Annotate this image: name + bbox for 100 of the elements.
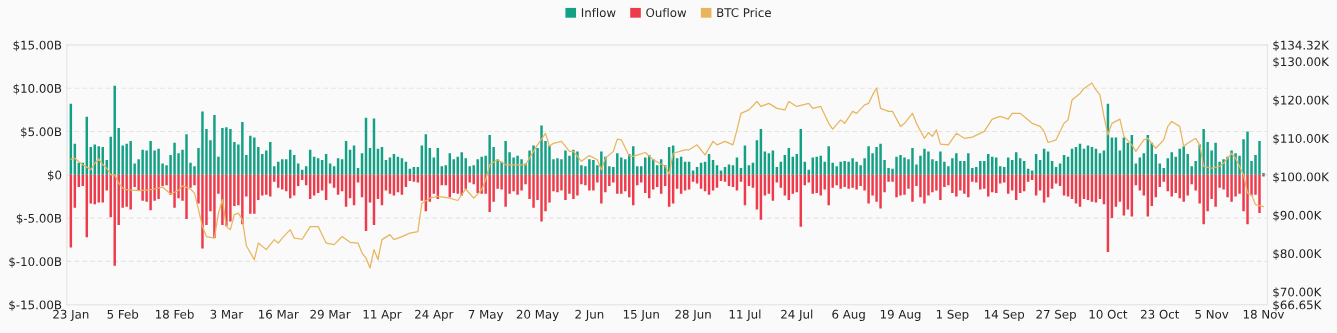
bar xyxy=(185,134,188,175)
bar xyxy=(512,174,515,192)
bar xyxy=(1030,170,1034,175)
bar xyxy=(967,174,970,198)
bar xyxy=(556,174,559,193)
x-tick-label: 11 Jul xyxy=(729,309,761,321)
x-tick-label: 29 Mar xyxy=(310,309,351,319)
y2-tick-label: $66.65K xyxy=(1273,300,1322,311)
y2-tick-label: $134.32K xyxy=(1273,40,1330,52)
x-tick-label: 10 Oct xyxy=(1089,309,1128,319)
bar xyxy=(963,174,966,194)
bar xyxy=(157,174,160,200)
x-tick-label: 2 Jun xyxy=(575,309,604,321)
bar xyxy=(548,145,551,175)
bar xyxy=(149,141,152,175)
bar xyxy=(480,156,483,175)
y-tick-label: $-15.00B xyxy=(9,300,62,311)
bar xyxy=(875,147,878,175)
bar xyxy=(125,174,128,207)
bar xyxy=(532,145,535,175)
bar xyxy=(911,174,914,202)
bar xyxy=(967,153,970,175)
bar xyxy=(476,159,479,175)
x-tick-label: 24 Apr xyxy=(415,309,454,321)
x-tick-label: 5 Nov xyxy=(1195,309,1229,319)
bar xyxy=(899,154,902,175)
legend-label: Ouflow xyxy=(646,7,687,18)
y-tick-label: $-5.00B xyxy=(16,213,62,225)
bar xyxy=(556,158,559,175)
x-tick-label: 11 Apr xyxy=(363,309,402,321)
bar xyxy=(532,174,535,208)
y-tick-label: $0 xyxy=(47,170,62,182)
bar xyxy=(819,174,822,196)
bar xyxy=(540,174,543,222)
bar xyxy=(1214,142,1217,175)
bar xyxy=(129,174,132,210)
bar xyxy=(616,174,619,194)
bar xyxy=(939,151,942,175)
bar xyxy=(1230,150,1233,175)
bar xyxy=(253,137,256,175)
x-tick-label: 3 Mar xyxy=(210,309,244,319)
bar xyxy=(979,160,982,175)
bar xyxy=(225,174,228,226)
bar xyxy=(113,85,116,175)
y2-tick-label: $120.00K xyxy=(1273,95,1330,107)
bar xyxy=(859,174,862,187)
bar xyxy=(520,159,523,175)
y-tick-label: $5.00B xyxy=(21,127,62,138)
legend-label: Inflow xyxy=(581,7,616,18)
bar xyxy=(827,146,830,175)
bar xyxy=(895,156,898,175)
x-tick-label: 19 Aug xyxy=(880,309,921,321)
bar xyxy=(249,135,252,175)
y2-tick-label: $110.00K xyxy=(1273,133,1330,145)
bar xyxy=(851,158,854,175)
bar xyxy=(843,174,846,187)
bar xyxy=(125,143,128,175)
bar xyxy=(253,174,256,214)
bar xyxy=(903,157,906,175)
y2-tick-label: $130.00K xyxy=(1273,57,1330,68)
bar xyxy=(931,174,934,193)
bar xyxy=(173,142,176,175)
bar xyxy=(241,122,244,175)
bar xyxy=(1178,148,1181,175)
bar xyxy=(1182,146,1185,175)
bar xyxy=(1178,174,1181,199)
bar xyxy=(588,159,591,175)
bar xyxy=(879,143,882,175)
bar xyxy=(1214,174,1217,207)
bar xyxy=(851,174,854,188)
bar xyxy=(1246,131,1249,175)
bar xyxy=(847,161,850,175)
bar xyxy=(835,174,838,186)
x-tick-label: 18 Feb xyxy=(156,309,194,319)
bar xyxy=(225,127,228,175)
x-tick-label: 23 Jan xyxy=(53,309,89,321)
bar xyxy=(1246,174,1249,225)
y-tick-label: $15.00B xyxy=(13,40,62,52)
x-tick-label: 24 Jul xyxy=(781,309,813,321)
bar xyxy=(1230,174,1233,202)
bar xyxy=(979,174,982,190)
x-tick-label: 6 Aug xyxy=(832,309,865,321)
bar xyxy=(839,161,842,175)
bar xyxy=(488,174,491,213)
bar xyxy=(1202,174,1205,225)
bar xyxy=(113,174,116,266)
bar xyxy=(141,149,144,175)
bar xyxy=(600,174,603,204)
bar xyxy=(1174,174,1177,194)
bar xyxy=(955,153,958,175)
bar xyxy=(592,174,595,191)
bar xyxy=(839,174,842,189)
bar xyxy=(540,125,543,175)
bar xyxy=(504,174,507,207)
bar xyxy=(592,160,595,175)
x-tick-label: 15 Jun xyxy=(623,309,659,321)
y2-tick-label: $70.00K xyxy=(1273,287,1322,299)
x-tick-label: 1 Sep xyxy=(936,309,969,321)
bar xyxy=(719,170,723,175)
bar xyxy=(488,135,491,175)
